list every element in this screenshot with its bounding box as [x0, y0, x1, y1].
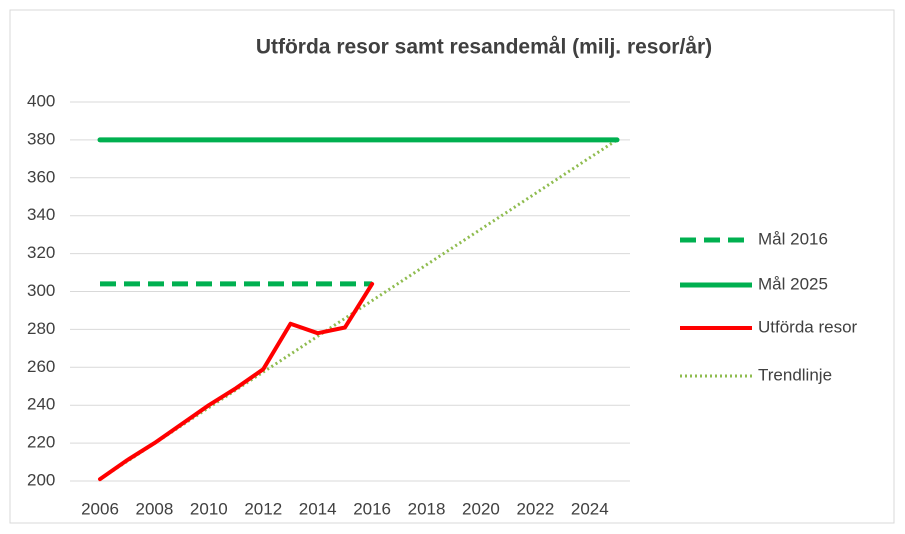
- y-tick-label: 280: [27, 319, 55, 338]
- series-line: [99, 138, 618, 481]
- x-tick-label: 2024: [571, 499, 609, 518]
- x-tick-label: 2022: [516, 499, 554, 518]
- y-tick-label: 360: [27, 167, 55, 186]
- y-tick-label: 240: [27, 395, 55, 414]
- y-tick-label: 320: [27, 243, 55, 262]
- legend-label: Trendlinje: [758, 365, 832, 384]
- x-tick-label: 2020: [462, 499, 500, 518]
- y-tick-label: 200: [27, 470, 55, 489]
- x-tick-label: 2006: [81, 499, 119, 518]
- y-tick-label: 260: [27, 357, 55, 376]
- y-tick-label: 340: [27, 205, 55, 224]
- chart-frame: [9, 9, 895, 524]
- legend-label: Mål 2016: [758, 229, 828, 248]
- y-tick-label: 300: [27, 281, 55, 300]
- y-tick-label: 400: [27, 91, 55, 110]
- x-tick-label: 2012: [244, 499, 282, 518]
- y-tick-label: 380: [27, 129, 55, 148]
- x-tick-label: 2016: [353, 499, 391, 518]
- y-tick-label: 220: [27, 433, 55, 452]
- chart-title: Utförda resor samt resandemål (milj. res…: [256, 36, 712, 59]
- x-tick-label: 2008: [136, 499, 174, 518]
- legend-label: Utförda resor: [758, 317, 858, 336]
- x-tick-label: 2018: [408, 499, 446, 518]
- legend-label: Mål 2025: [758, 274, 828, 293]
- series-line: [98, 281, 375, 482]
- x-tick-label: 2010: [190, 499, 228, 518]
- x-tick-label: 2014: [299, 499, 337, 518]
